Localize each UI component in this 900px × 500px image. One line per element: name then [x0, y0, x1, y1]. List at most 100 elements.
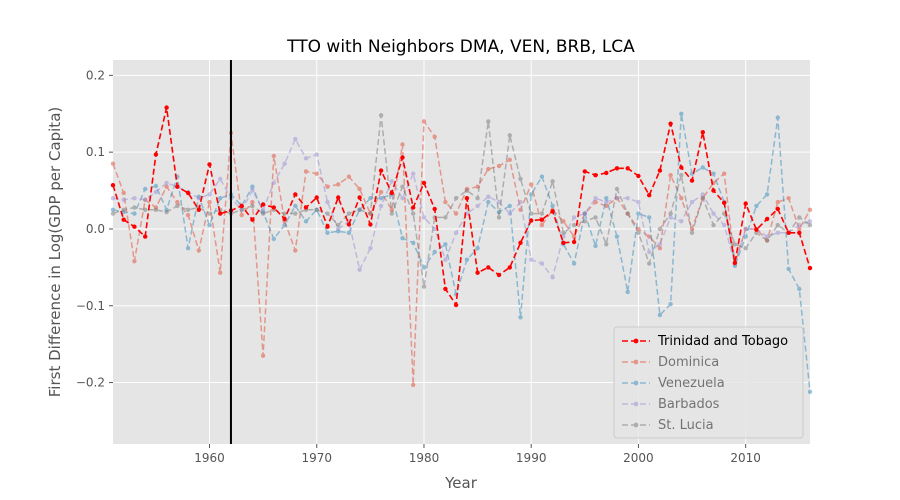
- data-point: [786, 230, 791, 235]
- x-tick-label: 1990: [516, 451, 547, 465]
- data-point: [764, 216, 770, 222]
- y-tick-label: 0.2: [86, 68, 105, 82]
- data-point: [303, 156, 309, 161]
- data-point: [647, 261, 652, 266]
- data-point: [400, 196, 405, 201]
- data-point: [604, 199, 609, 205]
- data-point: [421, 215, 427, 220]
- data-point: [389, 179, 394, 184]
- data-point: [164, 209, 169, 215]
- data-point: [657, 242, 663, 247]
- data-point: [711, 171, 716, 176]
- data-point: [185, 207, 191, 212]
- data-point: [636, 173, 641, 179]
- data-point: [807, 207, 813, 212]
- data-point: [357, 186, 362, 192]
- x-axis-label: Year: [444, 474, 478, 492]
- data-point: [325, 230, 330, 235]
- series-line: [112, 107, 811, 308]
- data-point: [293, 192, 298, 197]
- data-point: [389, 190, 394, 196]
- data-point: [346, 222, 352, 227]
- data-point: [303, 169, 309, 174]
- data-point: [711, 188, 716, 193]
- data-point: [722, 222, 727, 228]
- data-point: [143, 207, 148, 212]
- data-point: [700, 196, 705, 201]
- data-point: [764, 238, 770, 243]
- data-point: [185, 246, 191, 251]
- data-point: [164, 180, 169, 186]
- data-point: [464, 196, 470, 201]
- data-point: [636, 230, 641, 235]
- data-point: [293, 136, 298, 142]
- data-point: [593, 215, 598, 220]
- data-point: [507, 203, 512, 209]
- data-point: [314, 195, 319, 200]
- data-point: [743, 226, 748, 232]
- data-point: [507, 211, 512, 216]
- data-point: [378, 113, 384, 118]
- data-point: [647, 193, 652, 198]
- data-point: [571, 215, 577, 220]
- data-point: [732, 260, 738, 265]
- data-point: [732, 242, 738, 247]
- data-point: [529, 257, 534, 262]
- data-point: [143, 186, 148, 192]
- data-point: [797, 286, 802, 292]
- legend-item: Trinidad and Tobago: [622, 334, 788, 349]
- x-tick-label: 2000: [623, 451, 654, 465]
- data-point: [336, 226, 341, 232]
- data-point: [218, 270, 223, 275]
- data-point: [797, 226, 802, 232]
- data-point: [679, 111, 684, 117]
- data-point: [464, 188, 470, 193]
- data-point: [614, 166, 620, 171]
- data-point: [647, 249, 652, 255]
- data-point: [689, 230, 695, 235]
- data-point: [786, 266, 791, 272]
- data-point: [250, 199, 255, 205]
- data-point: [110, 196, 116, 201]
- data-point: [357, 207, 362, 212]
- data-point: [807, 265, 813, 271]
- data-point: [754, 227, 759, 232]
- data-point: [207, 192, 212, 197]
- series-group: [110, 105, 813, 394]
- data-point: [271, 180, 276, 186]
- data-point: [378, 189, 384, 195]
- data-point: [453, 196, 459, 201]
- data-point: [754, 203, 759, 209]
- data-point: [175, 203, 180, 209]
- data-point: [593, 243, 598, 249]
- data-point: [443, 242, 448, 247]
- data-point: [507, 265, 512, 270]
- data-point: [207, 211, 212, 216]
- data-point: [657, 312, 663, 318]
- data-point: [153, 189, 159, 195]
- data-point: [614, 186, 620, 192]
- data-point: [357, 195, 362, 200]
- data-point: [550, 209, 555, 214]
- data-point: [421, 284, 427, 289]
- data-point: [625, 166, 630, 171]
- data-point: [496, 163, 502, 169]
- data-point: [700, 165, 705, 170]
- data-point: [743, 201, 748, 206]
- x-tick-label: 1960: [194, 451, 225, 465]
- data-point: [647, 215, 652, 220]
- data-point: [668, 173, 673, 178]
- data-point: [260, 211, 266, 216]
- data-point: [518, 176, 523, 182]
- data-point: [625, 196, 630, 201]
- data-point: [593, 173, 598, 178]
- data-point: [325, 184, 330, 189]
- data-point: [604, 242, 609, 247]
- y-tick-label: −0.1: [76, 299, 105, 313]
- data-point: [314, 171, 319, 176]
- data-point: [250, 188, 255, 193]
- series-0: [110, 105, 813, 308]
- x-tick-label: 1980: [409, 451, 440, 465]
- data-point: [282, 222, 287, 228]
